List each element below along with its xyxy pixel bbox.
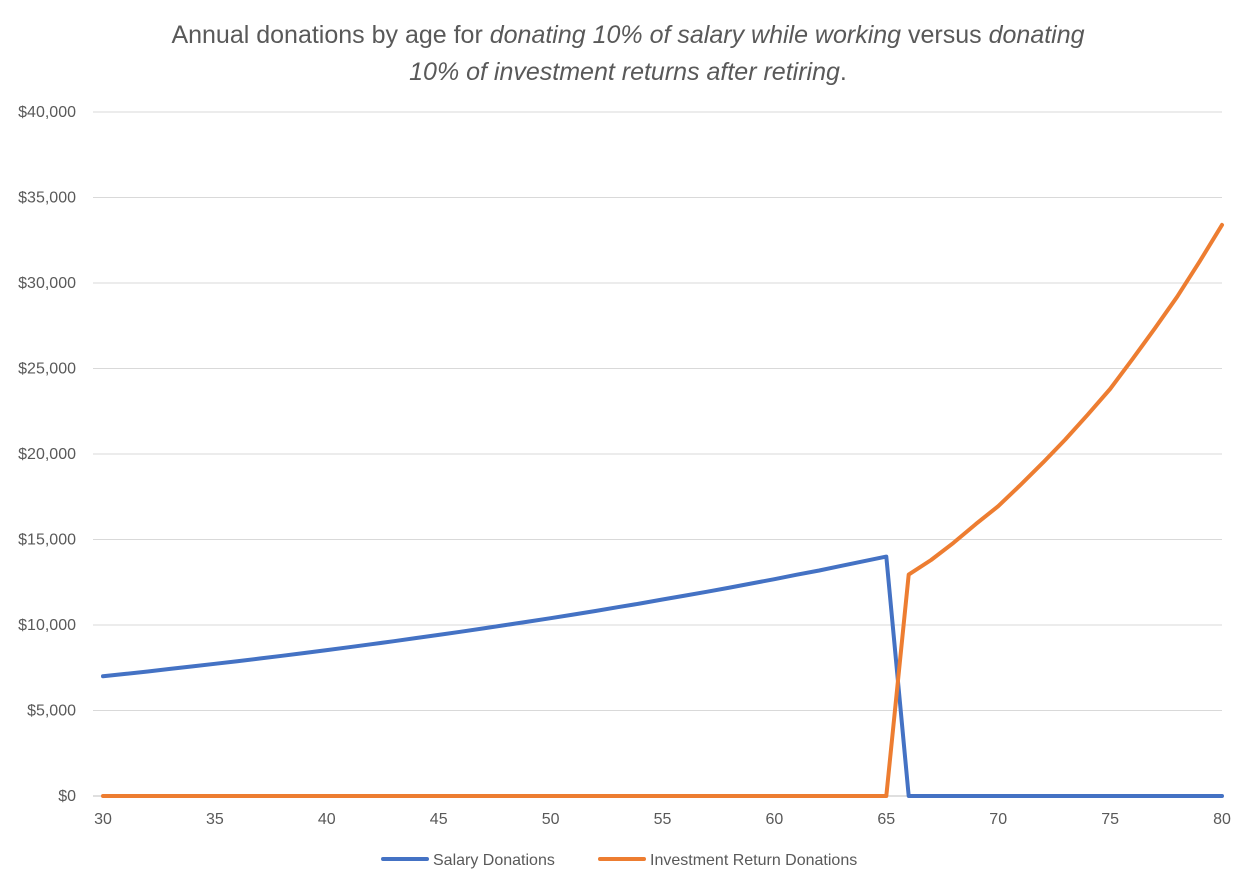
y-tick-label: $5,000 [27,703,76,720]
series-line-2 [101,222,1224,798]
legend-label-2: Investment Return Donations [650,852,857,869]
chart-title-line-2-suffix: . [840,58,847,86]
x-tick-label: 55 [654,811,672,828]
x-axis-ticks: 30 35 40 45 50 55 60 65 70 75 80 [94,811,1231,828]
chart-title-part-1: donating 10% of salary while working [490,21,901,49]
x-tick-label: 40 [318,811,336,828]
y-tick-label: $35,000 [18,190,76,207]
chart-title-part-0: Annual donations by age for [171,21,489,49]
series-line-1 [101,554,1224,798]
chart-title-part-3: donating [989,21,1085,49]
y-tick-label: $25,000 [18,361,76,378]
x-tick-label: 60 [766,811,784,828]
x-tick-label: 45 [430,811,448,828]
x-tick-label: 30 [94,811,112,828]
x-tick-label: 35 [206,811,224,828]
x-tick-label: 70 [989,811,1007,828]
y-tick-label: $15,000 [18,532,76,549]
chart-title-line-2-italic: 10% of investment returns after retiring [409,58,840,86]
gridlines [93,111,1222,797]
y-axis-ticks: $0 $5,000 $10,000 $15,000 $20,000 $25,000 $30,… [18,104,76,805]
y-tick-label: $40,000 [18,104,76,121]
x-tick-label: 75 [1101,811,1119,828]
chart-title-part-2: versus [901,21,989,49]
series-lines [101,222,1224,798]
chart-title-line-2: 10% of investment returns after retiring… [409,58,847,86]
y-tick-label: $0 [58,788,76,805]
legend-label-1: Salary Donations [433,852,555,869]
legend: Salary Donations Investment Return Donati… [381,852,857,869]
chart-title-line-1: Annual donations by age for donating 10%… [171,21,1084,49]
y-tick-label: $30,000 [18,275,76,292]
x-tick-label: 50 [542,811,560,828]
y-tick-label: $20,000 [18,446,76,463]
x-tick-label: 65 [877,811,895,828]
x-tick-label: 80 [1213,811,1231,828]
y-tick-label: $10,000 [18,617,76,634]
